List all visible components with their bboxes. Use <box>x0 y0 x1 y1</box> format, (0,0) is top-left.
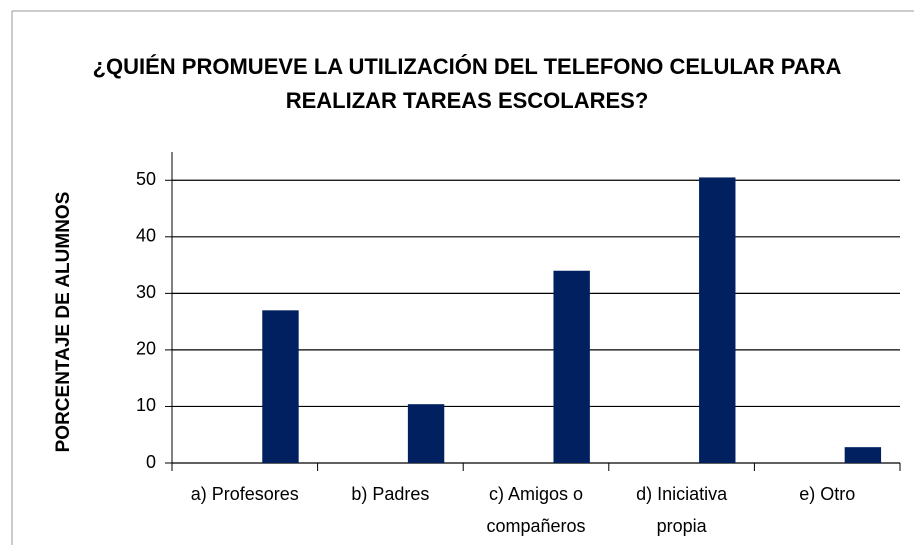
chart-title: ¿QUIÉN PROMUEVE LA UTILIZACIÓN DEL TELEF… <box>93 54 842 79</box>
y-tick-label: 30 <box>136 282 156 302</box>
y-tick-label: 0 <box>146 452 156 472</box>
bar <box>553 270 590 463</box>
x-tick-label: propia <box>657 516 708 536</box>
x-tick-label: a) Profesores <box>191 484 299 504</box>
y-tick-label: 20 <box>136 339 156 359</box>
y-axis-label: PORCENTAJE DE ALUMNOS <box>53 192 74 453</box>
x-tick-label: d) Iniciativa <box>636 484 728 504</box>
bar <box>262 310 299 463</box>
x-tick-label: e) Otro <box>799 484 855 504</box>
chart-title: REALIZAR TAREAS ESCOLARES? <box>286 88 649 113</box>
bar <box>844 447 882 463</box>
x-tick-label: c) Amigos o <box>489 484 583 504</box>
bar <box>699 177 736 464</box>
x-tick-label: compañeros <box>486 516 585 536</box>
x-tick-label: b) Padres <box>351 484 429 504</box>
y-tick-label: 40 <box>136 226 156 246</box>
y-tick-label: 50 <box>136 169 156 189</box>
bar <box>407 404 445 463</box>
y-tick-label: 10 <box>136 395 156 415</box>
